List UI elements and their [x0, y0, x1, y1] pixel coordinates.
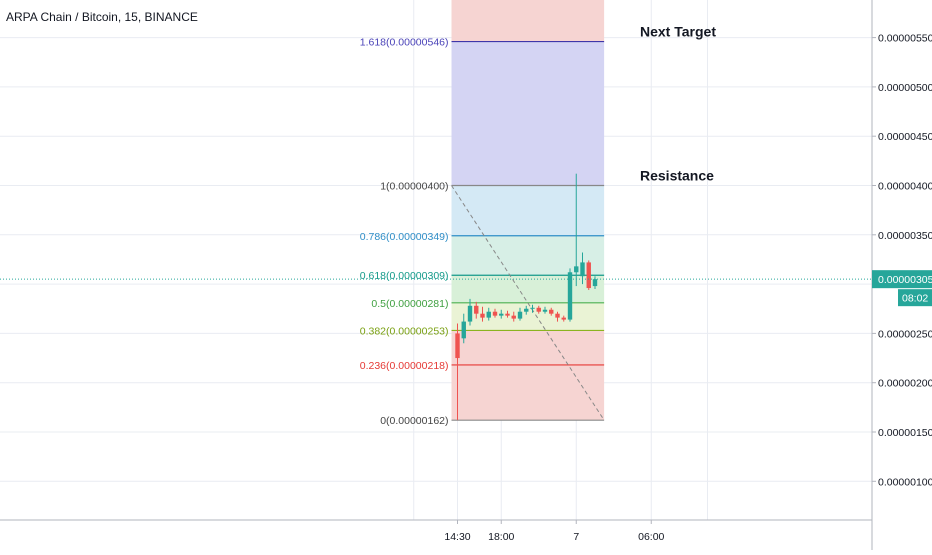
- candle-body: [555, 313, 560, 318]
- fib-level-label: 0(0.00000162): [380, 415, 448, 427]
- candle-body: [517, 311, 523, 319]
- candle-body: [492, 311, 498, 316]
- fib-band: [451, 364, 605, 421]
- candle-body: [461, 321, 466, 339]
- candle-body: [474, 305, 479, 314]
- candle-body: [561, 317, 566, 320]
- candle-body: [486, 311, 491, 318]
- y-tick-label: 0.00000400: [878, 181, 932, 193]
- candle-body: [567, 272, 573, 320]
- symbol-title: ARPA Chain / Bitcoin, 15, BINANCE: [6, 10, 198, 24]
- y-tick-label: 0.00000450: [878, 131, 932, 143]
- candle-body: [586, 262, 591, 289]
- candle-body: [524, 308, 529, 312]
- fib-level-label: 0.236(0.00000218): [360, 360, 449, 372]
- candle-body: [580, 262, 585, 277]
- last-price-label: 0.00000305: [878, 274, 932, 286]
- candle-body: [499, 313, 504, 316]
- fib-level-label: 0.618(0.00000309): [360, 270, 449, 282]
- fib-trend-line: [451, 185, 605, 421]
- fib-level-label: 1.618(0.00000546): [360, 37, 449, 49]
- grid: [0, 0, 872, 520]
- candle-body: [542, 309, 548, 312]
- candle-body: [549, 309, 554, 314]
- y-tick-label: 0.00000100: [878, 476, 932, 488]
- y-tick-label: 0.00000200: [878, 378, 932, 390]
- candle-body: [467, 305, 473, 322]
- fibonacci-retracement[interactable]: 1.618(0.00000546) 1(0.00000400) 0.786(0.00…: [360, 0, 605, 427]
- candlesticks: [455, 173, 598, 421]
- fib-band: [451, 235, 605, 276]
- fib-level-label: 0.786(0.00000349): [360, 231, 449, 243]
- fib-band: [451, 275, 605, 303]
- fib-band-extension: [451, 0, 605, 42]
- x-tick-label: 14:30: [444, 531, 470, 543]
- fib-band: [451, 41, 605, 186]
- candle-body: [480, 313, 485, 318]
- countdown-label: 08:02: [902, 293, 928, 305]
- y-tick-label: 0.00000500: [878, 82, 932, 94]
- candle-body: [574, 266, 579, 273]
- fib-band: [451, 185, 605, 236]
- x-tick-label: 7: [573, 531, 579, 543]
- y-tick-label: 0.00000150: [878, 427, 932, 439]
- annotation-text: Resistance: [640, 168, 714, 184]
- annotations: Next Target Resistance: [640, 24, 716, 184]
- x-tick-label: 06:00: [638, 531, 664, 543]
- candle-body: [511, 315, 516, 319]
- last-price-tag: [872, 270, 932, 289]
- fib-band: [451, 330, 605, 365]
- fib-level-label: 1(0.00000400): [380, 181, 448, 193]
- candle-body: [536, 307, 541, 312]
- candle-body: [530, 307, 535, 309]
- y-tick-label: 0.00000350: [878, 230, 932, 242]
- candle-body: [592, 279, 598, 287]
- y-tick-label: 0.00000550: [878, 33, 932, 45]
- fib-level-label: 0.382(0.00000253): [360, 325, 449, 337]
- y-tick-label: 0.00000250: [878, 328, 932, 340]
- x-tick-label: 18:00: [488, 531, 514, 543]
- candle-body: [505, 313, 510, 316]
- candle-body: [455, 333, 460, 359]
- countdown-tag: [898, 289, 932, 307]
- annotation-text: Next Target: [640, 24, 716, 40]
- fib-level-label: 0.5(0.00000281): [371, 298, 448, 310]
